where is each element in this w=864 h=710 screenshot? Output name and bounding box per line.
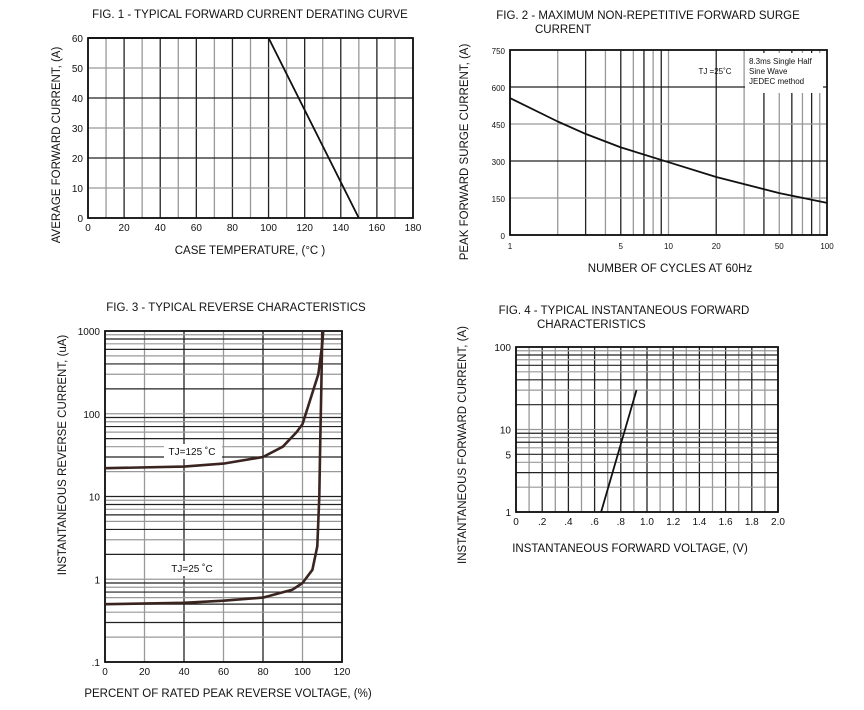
x-tick-label: .4	[564, 517, 573, 528]
x-tick-label: .2	[538, 517, 547, 528]
x-tick-label: 100	[820, 242, 834, 251]
series-line	[104, 330, 324, 606]
series-line	[88, 37, 360, 219]
x-axis-label: INSTANTANEOUS FORWARD VOLTAGE, (V)	[512, 543, 748, 555]
annotation-box-bg	[745, 53, 823, 93]
y-tick-label: 0	[501, 232, 506, 241]
annotation-text: JEDEC method	[749, 77, 804, 86]
annotation-tj: TJ =25˚C	[698, 67, 731, 76]
x-tick-label: 1.6	[719, 517, 733, 528]
y-axis-label: INSTANTANEOUS FORWARD CURRENT, (A)	[457, 326, 469, 564]
y-tick-label: 5	[505, 450, 511, 461]
plot-frame	[509, 49, 828, 236]
series-label-bg	[164, 561, 222, 576]
x-tick-label: 0	[102, 667, 108, 678]
chart-title: FIG. 4 - TYPICAL INSTANTANEOUS FORWARD	[499, 305, 750, 317]
x-tick-label: 2.0	[771, 517, 785, 528]
y-tick-label: 60	[72, 34, 84, 45]
x-tick-label: 20	[712, 242, 721, 251]
series-line	[509, 97, 828, 204]
x-axis-label: NUMBER OF CYCLES AT 60Hz	[588, 263, 753, 275]
x-axis-label: PERCENT OF RATED PEAK REVERSE VOLTAGE, (…	[84, 688, 372, 700]
x-tick-label: .8	[617, 517, 626, 528]
chart-title: FIG. 2 - MAXIMUM NON-REPETITIVE FORWARD …	[496, 10, 800, 22]
y-axis-label: PEAK FORWARD SURGE CURRENT, (A)	[459, 44, 471, 261]
y-tick-label: 30	[72, 124, 84, 135]
y-tick-label: 150	[492, 195, 506, 204]
y-tick-label: 450	[492, 121, 506, 130]
x-tick-label: 80	[257, 667, 269, 678]
chart-title: CHARACTERISTICS	[537, 319, 646, 331]
plot-frame	[515, 346, 779, 513]
annotation-text: Sine Wave	[749, 67, 788, 76]
x-tick-label: 180	[405, 223, 422, 234]
y-tick-label: 100	[494, 343, 511, 354]
x-tick-label: 1.0	[640, 517, 654, 528]
x-tick-label: 20	[139, 667, 151, 678]
y-tick-label: .1	[92, 658, 101, 669]
x-tick-label: 0	[513, 517, 519, 528]
x-axis-label: CASE TEMPERATURE, (°C )	[175, 245, 326, 257]
x-tick-label: 60	[191, 223, 203, 234]
chart-title: CURRENT	[535, 24, 591, 36]
chart-title: FIG. 3 - TYPICAL REVERSE CHARACTERISTICS	[106, 302, 366, 314]
series-label: TJ=125 ˚C	[169, 446, 216, 458]
y-tick-label: 100	[83, 410, 100, 421]
x-tick-label: 120	[334, 667, 351, 678]
x-tick-label: 1.4	[692, 517, 706, 528]
y-tick-label: 40	[72, 94, 84, 105]
x-tick-label: 40	[155, 223, 167, 234]
y-tick-label: 0	[77, 214, 83, 225]
figure-4: FIG. 4 - TYPICAL INSTANTANEOUS FORWARD CH…	[457, 305, 785, 564]
x-tick-label: 20	[119, 223, 131, 234]
y-tick-label: 1000	[78, 327, 101, 338]
x-tick-label: 140	[332, 223, 349, 234]
y-tick-label: 10	[72, 184, 84, 195]
series-label-bg	[164, 444, 222, 459]
annotation-text: 8.3ms Single Half	[749, 57, 812, 66]
x-tick-label: 50	[775, 242, 784, 251]
y-tick-label: 1	[94, 575, 100, 586]
x-tick-label: 100	[294, 667, 311, 678]
series-line	[104, 330, 325, 470]
y-tick-label: 300	[492, 158, 506, 167]
x-tick-label: 1.8	[745, 517, 759, 528]
figure-1: FIG. 1 - TYPICAL FORWARD CURRENT DERATIN…	[51, 9, 422, 257]
x-tick-label: 0	[85, 223, 91, 234]
y-tick-label: 1	[505, 508, 511, 519]
x-tick-label: 160	[369, 223, 386, 234]
chart-title: FIG. 1 - TYPICAL FORWARD CURRENT DERATIN…	[92, 9, 408, 21]
y-tick-label: 50	[72, 64, 84, 75]
plot-frame	[104, 330, 343, 663]
series-line	[600, 389, 638, 513]
figure-2: FIG. 2 - MAXIMUM NON-REPETITIVE FORWARD …	[459, 10, 834, 275]
x-tick-label: 80	[227, 223, 239, 234]
y-axis-label: INSTANTANEOUS REVERSE CURRENT, (uA)	[57, 335, 69, 576]
figure-3: FIG. 3 - TYPICAL REVERSE CHARACTERISTICS…	[57, 302, 372, 700]
series-label: TJ=25 ˚C	[171, 563, 212, 575]
x-tick-label: 10	[664, 242, 673, 251]
y-tick-label: 10	[89, 493, 101, 504]
y-tick-label: 20	[72, 154, 84, 165]
x-tick-label: 40	[178, 667, 190, 678]
y-tick-label: 10	[500, 426, 512, 437]
x-tick-label: 60	[218, 667, 230, 678]
x-tick-label: 100	[260, 223, 277, 234]
x-tick-label: 1.2	[666, 517, 680, 528]
x-tick-label: 5	[619, 242, 624, 251]
y-tick-label: 600	[492, 84, 506, 93]
x-tick-label: 120	[296, 223, 313, 234]
x-tick-label: 1	[508, 242, 513, 251]
x-tick-label: .6	[590, 517, 599, 528]
y-tick-label: 750	[492, 47, 506, 56]
y-axis-label: AVERAGE FORWARD CURRENT, (A)	[51, 47, 63, 244]
